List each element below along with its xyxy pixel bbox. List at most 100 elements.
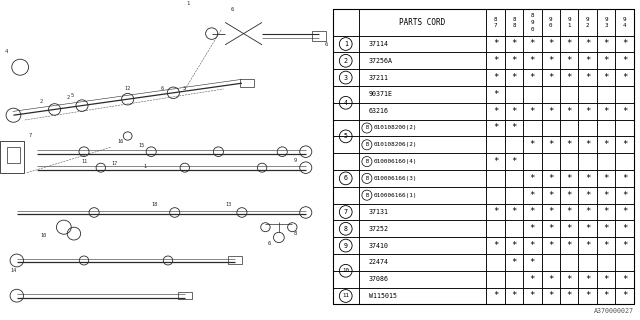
Text: *: * xyxy=(548,275,554,284)
Text: *: * xyxy=(604,207,609,217)
Bar xyxy=(486,187,505,204)
Bar xyxy=(579,69,597,86)
Bar xyxy=(333,187,359,204)
Text: 5: 5 xyxy=(70,93,74,98)
Bar xyxy=(560,237,579,254)
Bar xyxy=(359,170,486,187)
Text: 13: 13 xyxy=(225,202,232,207)
Bar xyxy=(486,204,505,220)
Bar xyxy=(333,220,359,237)
Bar xyxy=(579,103,597,120)
Bar xyxy=(523,271,541,288)
Text: *: * xyxy=(622,191,627,200)
Bar xyxy=(597,254,615,271)
Bar xyxy=(359,271,486,288)
Text: 17: 17 xyxy=(111,161,117,166)
Text: 37131: 37131 xyxy=(369,209,389,215)
Bar xyxy=(486,220,505,237)
Bar xyxy=(597,271,615,288)
Bar xyxy=(597,204,615,220)
Text: 18: 18 xyxy=(152,202,157,207)
Text: *: * xyxy=(530,224,535,233)
Bar xyxy=(333,103,359,120)
Text: *: * xyxy=(548,140,554,149)
Text: 6: 6 xyxy=(160,86,163,92)
Text: *: * xyxy=(622,241,627,250)
Text: *: * xyxy=(511,207,516,217)
Bar xyxy=(333,271,359,288)
Bar xyxy=(615,204,634,220)
Bar xyxy=(505,288,523,304)
Bar xyxy=(505,52,523,69)
Bar xyxy=(615,187,634,204)
Bar xyxy=(505,36,523,52)
Text: *: * xyxy=(604,39,609,49)
Bar xyxy=(615,254,634,271)
Bar xyxy=(615,237,634,254)
Text: *: * xyxy=(511,107,516,116)
Text: *: * xyxy=(493,207,498,217)
Bar xyxy=(6,147,20,163)
Text: *: * xyxy=(604,292,609,300)
Bar xyxy=(178,292,191,299)
Bar xyxy=(541,86,560,103)
Text: *: * xyxy=(530,292,535,300)
Text: *: * xyxy=(566,241,572,250)
Bar xyxy=(597,220,615,237)
Bar xyxy=(486,103,505,120)
Text: *: * xyxy=(622,39,627,49)
Bar xyxy=(523,103,541,120)
Text: *: * xyxy=(530,258,535,267)
Text: 63216: 63216 xyxy=(369,108,389,114)
Bar xyxy=(359,187,486,204)
Text: *: * xyxy=(493,107,498,116)
Text: *: * xyxy=(548,174,554,183)
Text: B: B xyxy=(365,176,369,181)
Bar xyxy=(615,52,634,69)
Text: *: * xyxy=(566,107,572,116)
Text: *: * xyxy=(566,292,572,300)
Text: 7: 7 xyxy=(344,209,348,215)
Text: *: * xyxy=(585,275,590,284)
Bar xyxy=(505,136,523,153)
Bar xyxy=(333,36,359,52)
Bar xyxy=(523,10,541,36)
Bar xyxy=(333,237,359,254)
Bar xyxy=(597,86,615,103)
Text: *: * xyxy=(530,241,535,250)
Bar xyxy=(505,153,523,170)
Bar xyxy=(541,187,560,204)
Text: B: B xyxy=(365,159,369,164)
Text: 5: 5 xyxy=(344,133,348,140)
Text: *: * xyxy=(604,224,609,233)
Text: *: * xyxy=(511,73,516,82)
Text: *: * xyxy=(548,207,554,217)
Bar xyxy=(560,120,579,136)
Text: 9: 9 xyxy=(623,17,627,22)
Bar xyxy=(505,204,523,220)
Text: 12: 12 xyxy=(125,85,131,91)
Bar xyxy=(560,36,579,52)
Bar xyxy=(523,220,541,237)
Bar xyxy=(505,120,523,136)
Text: *: * xyxy=(493,56,498,65)
Bar xyxy=(333,204,359,220)
Text: B: B xyxy=(365,193,369,198)
Text: PARTS CORD: PARTS CORD xyxy=(399,18,445,27)
Bar xyxy=(505,237,523,254)
Text: *: * xyxy=(622,73,627,82)
Bar xyxy=(486,69,505,86)
Text: *: * xyxy=(493,157,498,166)
Text: 010006160(4): 010006160(4) xyxy=(374,159,417,164)
Text: *: * xyxy=(585,39,590,49)
Bar xyxy=(505,10,523,36)
Text: *: * xyxy=(585,224,590,233)
Text: *: * xyxy=(622,140,627,149)
Text: *: * xyxy=(530,191,535,200)
Bar xyxy=(486,36,505,52)
Bar xyxy=(523,187,541,204)
Bar xyxy=(615,10,634,36)
Bar xyxy=(579,52,597,69)
Bar xyxy=(579,288,597,304)
Text: *: * xyxy=(493,241,498,250)
